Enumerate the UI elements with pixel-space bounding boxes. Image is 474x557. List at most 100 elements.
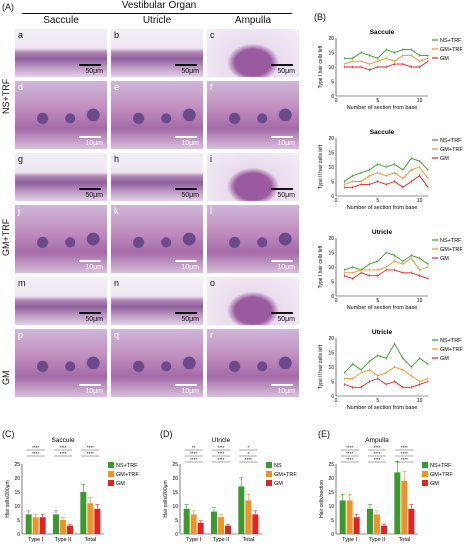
panel-label-d: (D) [160, 429, 173, 439]
y-axis-label: Type II hair cells left [318, 144, 324, 189]
legend-label: GM+TRF [116, 472, 139, 478]
histology-tile-j: j 10μm [14, 204, 108, 274]
chart-title: Utricle [212, 437, 231, 444]
scale-bar-label: 50μm [277, 68, 295, 75]
y-tick-label: 10 [328, 265, 334, 271]
tile-letter: g [18, 154, 24, 164]
scale-bar [271, 312, 293, 314]
x-tick-label: Type II [369, 537, 386, 543]
y-tick-label: 15 [172, 490, 178, 496]
bar [190, 514, 197, 534]
bar [225, 525, 231, 534]
legend-swatch [108, 462, 114, 468]
bar [346, 500, 353, 534]
row-label-gm: GM [1, 370, 11, 386]
y-tick-label: 20 [328, 136, 334, 142]
legend-label: NS+TRF [440, 238, 462, 244]
scale-bar [175, 312, 197, 314]
x-tick-label: Type II [55, 537, 72, 543]
histology-tile-i: i 50μm [206, 152, 300, 202]
scale-bar [175, 64, 197, 66]
y-tick-label: 10 [328, 65, 334, 71]
legend-swatch [108, 480, 114, 486]
y-axis-label: Type I hair cells left [318, 245, 324, 288]
col-header-saccule: Saccule [43, 15, 79, 26]
scale-bar [175, 260, 197, 262]
y-tick-label: 0 [331, 194, 334, 200]
tile-letter: k [114, 206, 119, 216]
chart-title: Utricle [372, 229, 393, 236]
scale-bar [79, 64, 101, 66]
bar [238, 486, 245, 534]
series-line-0 [344, 157, 429, 182]
scale-bar [271, 136, 293, 138]
tile-letter: j [18, 206, 20, 216]
sig-label: **** [87, 451, 94, 456]
scale-bar-label: 50μm [277, 316, 295, 323]
y-tick-label: 0 [331, 294, 334, 300]
sig-label: **** [190, 457, 197, 462]
bar [183, 508, 190, 534]
sig-label: **** [245, 457, 252, 462]
sig-label: **** [217, 445, 224, 450]
col-header-ampulla: Ampulla [234, 15, 272, 26]
y-tick-label: 10 [328, 165, 334, 171]
x-tick-label: Type I [28, 537, 43, 543]
bar [353, 517, 360, 534]
sig-label: **** [373, 457, 380, 462]
tile-letter: m [18, 278, 26, 288]
scale-bar-label: 50μm [181, 192, 199, 199]
scale-bar-label: 10μm [85, 140, 103, 147]
panel-label-e: (E) [318, 429, 330, 439]
x-axis-label: Number of section from base [347, 305, 418, 311]
y-tick-label: 5 [17, 518, 20, 524]
legend-label: GM [440, 156, 449, 162]
y-tick-label: 0 [331, 532, 334, 538]
sig-label: **** [401, 457, 408, 462]
scale-bar-label: 50μm [181, 68, 199, 75]
y-tick-label: 10 [172, 504, 178, 510]
scale-bar-label: 10μm [181, 388, 199, 395]
sig-label: **** [87, 445, 94, 450]
histology-tile-k: k 10μm [110, 204, 204, 274]
sig-label: **** [59, 451, 66, 456]
y-tick-label: 5 [175, 518, 178, 524]
histology-tile-f: f 10μm [206, 80, 300, 150]
y-tick-label: 25 [172, 462, 178, 468]
row-label-ns-trf: NS+TRF [1, 78, 11, 114]
bar [218, 517, 224, 534]
legend-label: GM+TRF [440, 347, 463, 353]
chart-title: Saccule [370, 29, 395, 36]
tile-letter: a [18, 30, 24, 40]
y-tick-label: 20 [328, 476, 334, 482]
x-tick-label: 10 [417, 398, 423, 404]
histology-tile-e: e 10μm [110, 80, 204, 150]
scale-bar-label: 50μm [85, 68, 103, 75]
col-header-utricle: Utricle [142, 15, 172, 26]
y-tick-label: 5 [331, 80, 334, 86]
x-tick-label: Type I [342, 537, 357, 543]
chart-title: Saccule [370, 129, 395, 136]
sig-label: **** [346, 457, 353, 462]
x-tick-label: Total [85, 537, 97, 543]
panel-label-b: (B) [314, 12, 326, 22]
scale-bar-label: 10μm [181, 140, 199, 147]
x-tick-label: Type II [213, 537, 230, 543]
bar [25, 514, 32, 534]
sig-label: **** [217, 457, 224, 462]
legend-label: GM+TRF [274, 472, 297, 478]
legend-label: GM+TRF [440, 247, 463, 253]
x-tick-label: 10 [417, 98, 423, 104]
x-tick-label: 5 [376, 198, 379, 204]
sig-label: ** [192, 445, 196, 450]
sig-label: **** [373, 451, 380, 456]
scale-bar-label: 10μm [277, 140, 295, 147]
x-tick-label: 10 [417, 198, 423, 204]
bar-chart-2: Utricle 0 5 10 15 20 25 Hair cells/200μm Type I *… [163, 437, 297, 543]
bar [60, 520, 66, 534]
scale-bar [79, 260, 101, 262]
legend-label: GM [440, 56, 449, 62]
